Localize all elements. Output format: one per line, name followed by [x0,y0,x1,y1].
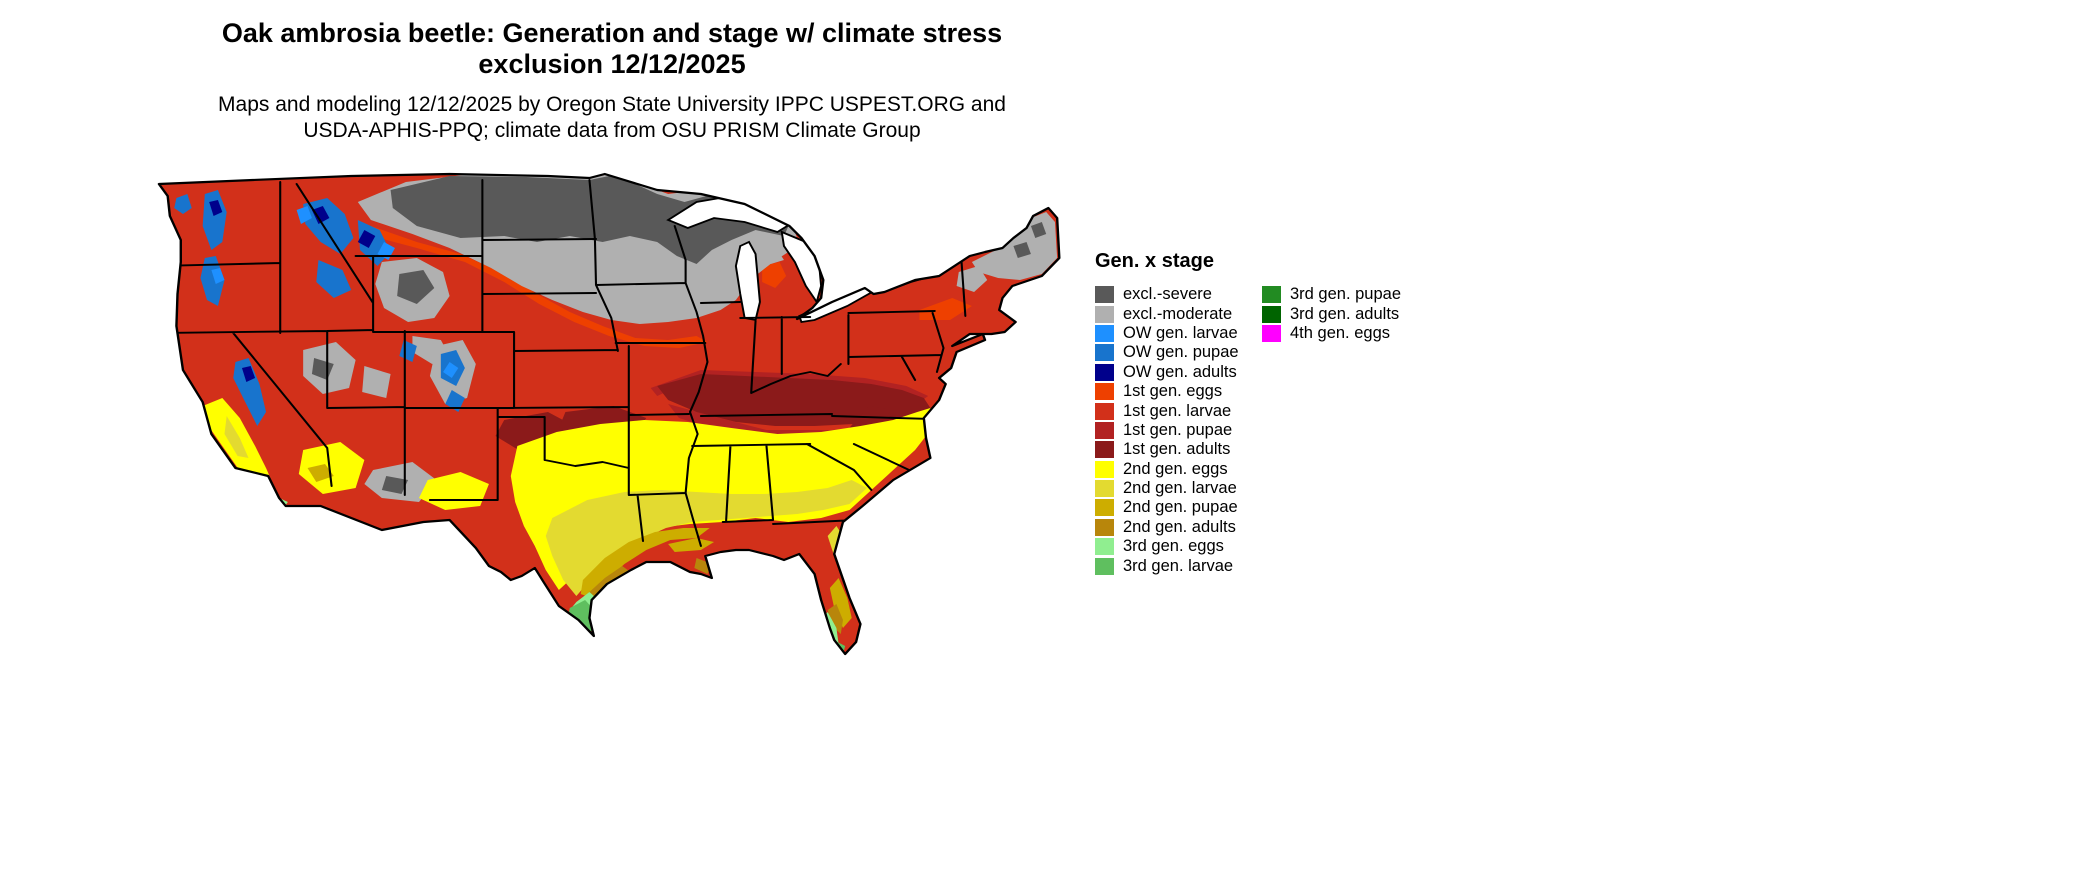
region-2nd-gen-adults [587,558,843,634]
legend-label: 3rd gen. eggs [1123,537,1224,556]
legend-swatch [1262,305,1281,323]
legend-swatch [1095,286,1114,304]
legend-swatch [1095,305,1114,323]
map-subtitle: Maps and modeling 12/12/2025 by Oregon S… [12,92,1212,144]
legend-item: 3rd gen. eggs [1095,537,1262,556]
legend-columns: excl.-severe excl.-moderate OW gen. larvae… [1095,285,1555,576]
legend-label: 1st gen. pupae [1123,420,1233,439]
legend-swatch [1095,441,1114,459]
us-map [89,150,1138,670]
legend-label: 3rd gen. pupae [1290,285,1402,304]
legend-swatch [1095,557,1114,575]
legend-label: 2nd gen. eggs [1123,459,1228,478]
legend-swatch [1095,460,1114,478]
lake-michigan [734,240,761,322]
legend-column-1: excl.-severe excl.-moderate OW gen. larvae… [1095,285,1262,576]
legend-item: OW gen. larvae [1095,324,1262,343]
map-fill-layers [158,174,1060,654]
state-borders [158,179,967,547]
legend-swatch [1095,499,1114,517]
legend-swatch [1095,363,1114,381]
legend-label: excl.-moderate [1123,304,1233,323]
legend-label: 3rd gen. larvae [1123,556,1234,575]
legend-label: OW gen. larvae [1123,323,1238,342]
legend-swatch [1095,383,1114,401]
legend-swatch [1095,538,1114,556]
legend-label: 2nd gen. larvae [1123,479,1237,498]
legend-label: 1st gen. eggs [1123,382,1223,401]
legend-item: 1st gen. eggs [1095,382,1262,401]
legend-item: excl.-severe [1095,285,1262,304]
legend-column-2: 3rd gen. pupae 3rd gen. adults 4th gen. eg… [1262,285,1401,343]
us-outline [157,172,1061,656]
map-title-line2: exclusion 12/12/2025 [478,49,746,79]
legend-item: 2nd gen. pupae [1095,498,1262,517]
legend-item: 1st gen. pupae [1095,421,1262,440]
legend-item: 2nd gen. larvae [1095,479,1262,498]
map-subtitle-line1: Maps and modeling 12/12/2025 by Oregon S… [218,93,1006,116]
legend-swatch [1095,421,1114,439]
legend-item: excl.-moderate [1095,304,1262,323]
legend-swatch [1095,518,1114,536]
legend-swatch [1095,344,1114,362]
region-ow-gen-adults [209,200,376,382]
legend-item: 2nd gen. eggs [1095,460,1262,479]
legend-label: 1st gen. adults [1123,440,1231,459]
map-subtitle-line2: USDA-APHIS-PPQ; climate data from OSU PR… [303,119,921,142]
legend-item: 3rd gen. adults [1262,304,1401,323]
legend-item: 1st gen. adults [1095,440,1262,459]
legend-item: 2nd gen. adults [1095,518,1262,537]
legend-label: 4th gen. eggs [1290,323,1390,342]
legend-label: OW gen. pupae [1123,343,1239,362]
map-title-line1: Oak ambrosia beetle: Generation and stag… [221,18,1003,48]
legend-item: 3rd gen. pupae [1262,285,1401,304]
legend-swatch [1095,324,1114,342]
region-3rd-gen-larvae [567,600,846,654]
legend-label: 2nd gen. adults [1123,517,1236,536]
legend-item: 4th gen. eggs [1262,324,1401,343]
legend-label: 3rd gen. adults [1290,304,1400,323]
map-title: Oak ambrosia beetle: Generation and stag… [12,18,1212,80]
region-excl-severe [311,176,1047,494]
legend-swatch [1095,480,1114,498]
legend-label: OW gen. adults [1123,362,1237,381]
legend-swatch [1262,324,1281,342]
legend: Gen. x stage excl.-severe excl.-moderate O… [1095,250,1555,576]
legend-swatch [1095,402,1114,420]
legend-item: OW gen. pupae [1095,343,1262,362]
legend-swatch [1262,286,1281,304]
us-map-svg [157,172,1061,656]
legend-label: excl.-severe [1123,285,1212,304]
legend-item: 1st gen. larvae [1095,401,1262,420]
legend-label: 2nd gen. pupae [1123,498,1238,517]
legend-item: OW gen. adults [1095,363,1262,382]
legend-title: Gen. x stage [1095,250,1214,272]
legend-item: 3rd gen. larvae [1095,556,1262,575]
legend-label: 1st gen. larvae [1123,401,1232,420]
